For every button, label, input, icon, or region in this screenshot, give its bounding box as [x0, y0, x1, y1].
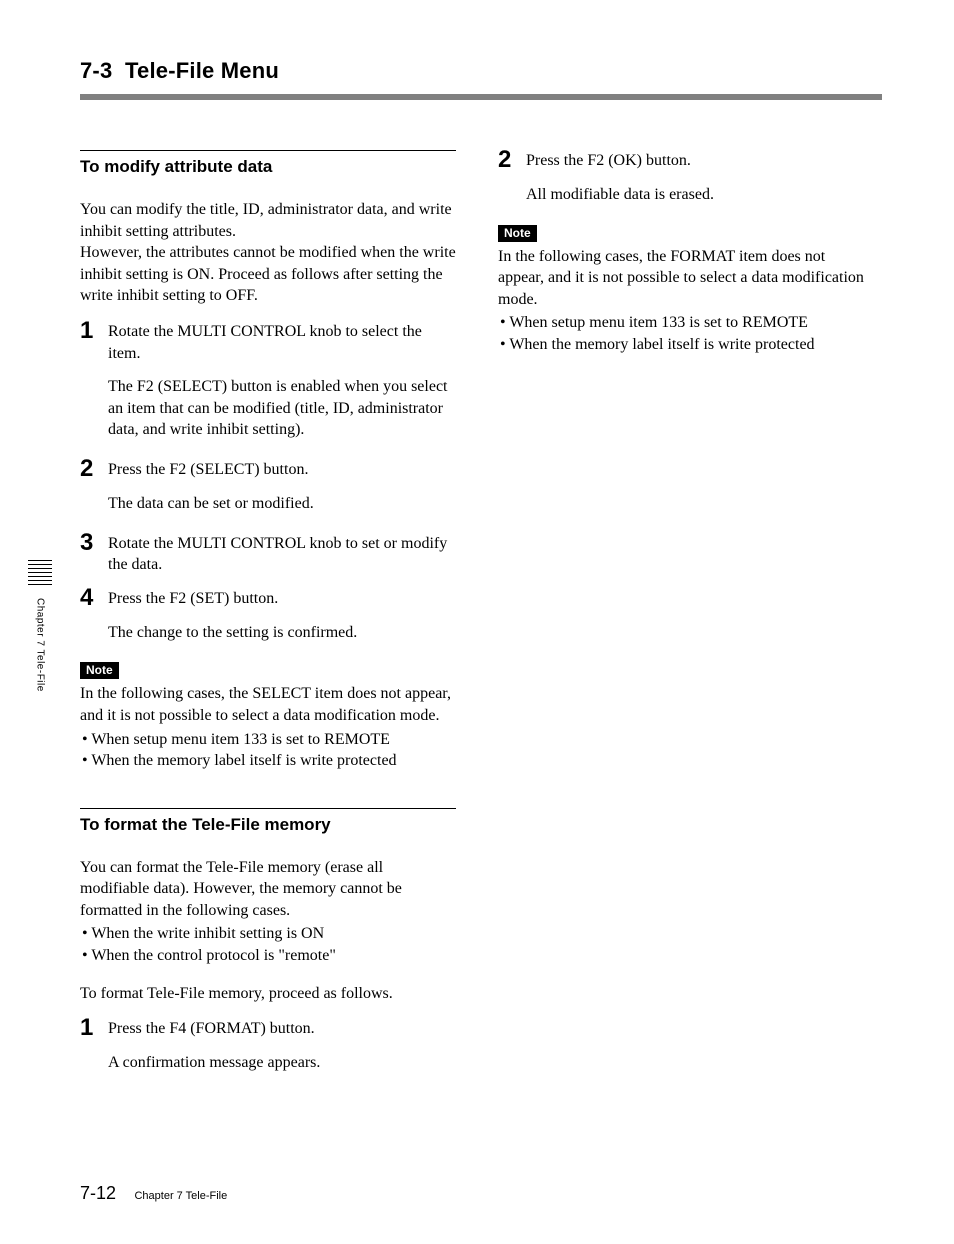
note-text: In the following cases, the FORMAT item …: [498, 246, 874, 311]
step-text: Rotate the MULTI CONTROL knob to select …: [108, 321, 456, 364]
note-bullet: • When the memory label itself is write …: [498, 334, 874, 356]
page-title: 7-3 Tele-File Menu: [80, 58, 882, 84]
step-text: Press the F2 (SELECT) button.: [108, 459, 456, 481]
footer-page-number: 7-12: [80, 1183, 116, 1203]
step-text: Press the F2 (OK) button.: [526, 150, 874, 172]
section-heading-format: To format the Tele-File memory: [80, 815, 456, 835]
step-number: 3: [80, 531, 108, 555]
page-footer: 7-12 Chapter 7 Tele-File: [80, 1183, 227, 1204]
step-2: 2 Press the F2 (SELECT) button.: [80, 459, 456, 481]
step-result: A confirmation message appears.: [108, 1052, 456, 1074]
step-result: The F2 (SELECT) button is enabled when y…: [108, 376, 456, 441]
side-tab: Chapter 7 Tele-File: [28, 560, 52, 692]
step-text: Press the F2 (SET) button.: [108, 588, 456, 610]
step-number: 1: [80, 1016, 108, 1040]
step-number: 1: [80, 319, 108, 343]
step-text: Rotate the MULTI CONTROL knob to set or …: [108, 533, 456, 576]
note-badge: Note: [80, 662, 119, 679]
step-number: 2: [80, 457, 108, 481]
step-2: 2 Press the F2 (OK) button.: [498, 150, 874, 172]
section-number: 7-3: [80, 58, 112, 83]
step-4: 4 Press the F2 (SET) button.: [80, 588, 456, 610]
section-rule: [80, 150, 456, 151]
left-column: To modify attribute data You can modify …: [80, 150, 456, 1092]
title-rule: [80, 94, 882, 100]
step-number: 2: [498, 148, 526, 172]
lead-text: To format Tele-File memory, proceed as f…: [80, 983, 456, 1005]
side-tab-marks: [28, 560, 52, 588]
section-heading-modify: To modify attribute data: [80, 157, 456, 177]
page-header: 7-3 Tele-File Menu: [80, 58, 882, 100]
note-bullet: • When setup menu item 133 is set to REM…: [498, 312, 874, 334]
intro-text: You can format the Tele-File memory (era…: [80, 857, 456, 922]
note-bullet: • When setup menu item 133 is set to REM…: [80, 729, 456, 751]
step-3: 3 Rotate the MULTI CONTROL knob to set o…: [80, 533, 456, 576]
note-bullet: • When the memory label itself is write …: [80, 750, 456, 772]
content-columns: To modify attribute data You can modify …: [80, 150, 882, 1092]
note-badge: Note: [498, 225, 537, 242]
right-column: 2 Press the F2 (OK) button. All modifiab…: [498, 150, 874, 1092]
section-title: Tele-File Menu: [125, 58, 279, 83]
step-number: 4: [80, 586, 108, 610]
side-tab-label: Chapter 7 Tele-File: [35, 598, 46, 692]
step-result: The change to the setting is confirmed.: [108, 622, 456, 644]
note-text: In the following cases, the SELECT item …: [80, 683, 456, 726]
step-result: All modifiable data is erased.: [526, 184, 874, 206]
step-1: 1 Rotate the MULTI CONTROL knob to selec…: [80, 321, 456, 364]
step-result: The data can be set or modified.: [108, 493, 456, 515]
intro-text: You can modify the title, ID, administra…: [80, 199, 456, 307]
intro-bullet: • When the write inhibit setting is ON: [80, 923, 456, 945]
step-1: 1 Press the F4 (FORMAT) button.: [80, 1018, 456, 1040]
footer-chapter: Chapter 7 Tele-File: [134, 1190, 227, 1202]
intro-bullet: • When the control protocol is "remote": [80, 945, 456, 967]
section-rule: [80, 808, 456, 809]
step-text: Press the F4 (FORMAT) button.: [108, 1018, 456, 1040]
